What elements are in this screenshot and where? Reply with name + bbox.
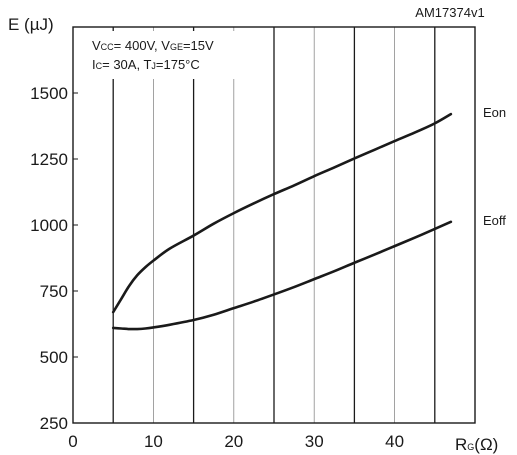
- series-line-eon: [111, 112, 453, 314]
- y-tick-label: 1250: [30, 150, 68, 169]
- series-label-eon: Eon: [483, 105, 506, 120]
- condition-text: = 30A, T: [102, 57, 151, 72]
- condition-text: =15V: [183, 38, 214, 53]
- subscript: C: [96, 61, 103, 71]
- y-tick-label: 500: [40, 348, 68, 367]
- y-tick-label: 1500: [30, 84, 68, 103]
- y-axis-title: E (µJ): [8, 15, 54, 34]
- series-label-layer: Eon Eoff: [483, 105, 506, 228]
- series-label-eoff: Eoff: [483, 213, 506, 228]
- conditions-background: [77, 31, 259, 79]
- conditions-box: VCC= 400V, VGE=15V IC= 30A, TJ=175°C: [77, 31, 259, 79]
- grid-layer: [112, 27, 436, 423]
- tick-layer: 0 10 20 30 40 250 500 750 1000 1250 1500: [30, 84, 404, 451]
- condition-text: = 400V, V: [114, 38, 171, 53]
- condition-text: V: [92, 38, 101, 53]
- y-tick-label: 750: [40, 282, 68, 301]
- chart-id-tag: AM17374v1: [415, 5, 484, 20]
- conditions-line-2: IC= 30A, TJ=175°C: [92, 57, 200, 72]
- series-layer: [111, 112, 453, 331]
- condition-text: I: [92, 57, 96, 72]
- condition-text: =175°C: [156, 57, 200, 72]
- conditions-line-1: VCC= 400V, VGE=15V: [92, 38, 214, 53]
- x-tick-label: 20: [224, 432, 243, 451]
- x-tick-label: 10: [144, 432, 163, 451]
- y-tick-label: 250: [40, 414, 68, 433]
- subscript: GE: [170, 42, 183, 52]
- subscript: J: [151, 61, 156, 71]
- plot-frame: [72, 26, 476, 424]
- y-tick-label: 1000: [30, 216, 68, 235]
- series-line-eoff: [111, 220, 453, 331]
- x-axis-title: RG(Ω): [455, 435, 498, 454]
- x-tick-label: 30: [305, 432, 324, 451]
- x-tick-label: 40: [385, 432, 404, 451]
- x-tick-label: 0: [68, 432, 77, 451]
- subscript: CC: [101, 42, 114, 52]
